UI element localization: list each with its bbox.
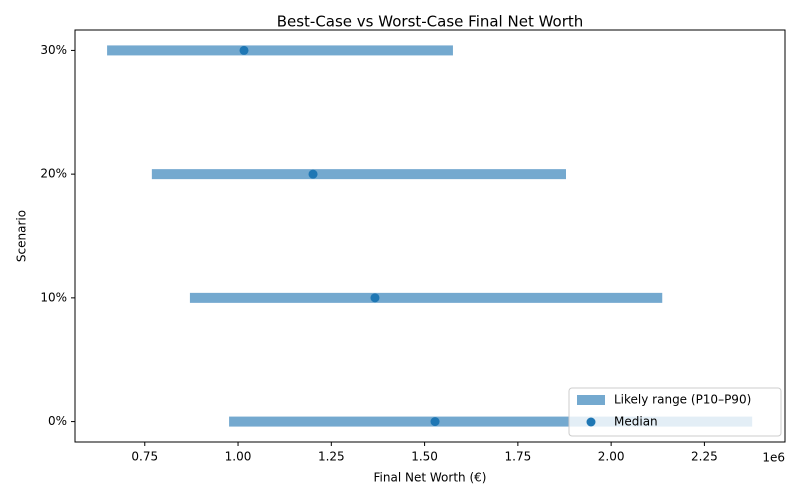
x-tick-label: 1.25 — [318, 450, 345, 464]
plot-frame — [74, 29, 786, 443]
median-dot — [308, 169, 318, 179]
x-tick-label: 0.75 — [131, 450, 158, 464]
legend-swatch — [577, 395, 605, 405]
x-tick-label: 1.50 — [411, 450, 438, 464]
chart-title: Best-Case vs Worst-Case Final Net Worth — [277, 13, 584, 31]
x-axis-label: Final Net Worth (€) — [374, 471, 487, 485]
range-bar — [229, 416, 753, 427]
x-tick-label: 2.25 — [691, 450, 718, 464]
legend-label: Likely range (P10–P90) — [614, 393, 751, 407]
range-bar — [189, 292, 663, 303]
x-tick-label: 1.00 — [225, 450, 252, 464]
y-tick-label: 10% — [40, 290, 67, 304]
range-bar — [151, 169, 566, 180]
x-tick-label: 2.00 — [598, 450, 625, 464]
median-dot — [239, 45, 249, 55]
legend-marker — [586, 417, 596, 427]
y-tick-label: 20% — [40, 167, 67, 181]
median-dot — [430, 417, 440, 427]
range-bar — [107, 45, 453, 56]
y-tick-label: 30% — [40, 43, 67, 57]
legend-label: Median — [614, 415, 658, 429]
x-offset-label: 1e6 — [762, 451, 785, 465]
x-tick-label: 1.75 — [505, 450, 532, 464]
y-axis-label: Scenario — [15, 210, 29, 262]
median-dot — [370, 293, 380, 303]
legend-box — [568, 387, 782, 437]
y-tick-label: 0% — [48, 414, 67, 428]
